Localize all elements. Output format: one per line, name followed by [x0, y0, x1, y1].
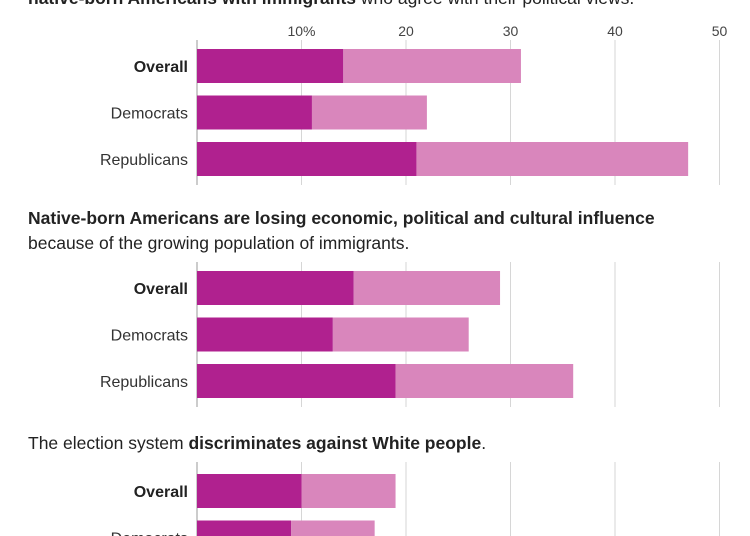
x-tick-label: 40 [607, 23, 623, 39]
bar-segment-overall-strong [197, 474, 302, 508]
bar-segment-democrats-somewhat [291, 520, 375, 536]
title-regular: because of the growing population of imm… [28, 233, 409, 253]
chart-panel-losing-influence: Native-born Americans are losing economi… [28, 208, 720, 407]
chart-title: native-born Americans with immigrants wh… [28, 0, 634, 8]
x-tick-label: 50 [712, 23, 728, 39]
bar-segment-republicans-somewhat [395, 364, 574, 398]
bar-segment-overall-strong [197, 271, 354, 305]
chart-title-line-2: because of the growing population of imm… [28, 233, 409, 253]
title-bold: native-born Americans with immigrants [28, 0, 356, 8]
bar-segment-overall-somewhat [301, 474, 396, 508]
bars [197, 271, 574, 398]
title-regular-end: . [481, 433, 486, 453]
bar-segment-overall-strong [197, 49, 344, 83]
chart-title: The election system discriminates agains… [28, 433, 486, 453]
bars [197, 49, 689, 176]
bar-segment-democrats-strong [197, 95, 312, 130]
bar-segment-democrats-strong [197, 520, 292, 536]
bar-segment-democrats-somewhat [311, 95, 427, 130]
category-label-overall: Overall [134, 59, 188, 76]
category-label-overall: Overall [134, 281, 188, 298]
x-tick-label: 20 [398, 23, 414, 39]
title-bold: discriminates against White people [188, 433, 481, 453]
chart-panel-political-views: native-born Americans with immigrants wh… [28, 0, 727, 185]
category-label-republicans: Republicans [100, 152, 188, 169]
category-label-democrats: Democrats [111, 328, 188, 345]
title-regular: who agree with their political views. [356, 0, 634, 8]
bar-segment-overall-somewhat [353, 271, 501, 305]
x-tick-label: 10% [287, 23, 315, 39]
bar-segment-republicans-strong [197, 142, 417, 176]
bars [197, 474, 396, 536]
bar-segment-overall-somewhat [343, 49, 521, 83]
chart-panel-election-system: The election system discriminates agains… [28, 433, 720, 536]
bar-segment-republicans-somewhat [416, 142, 689, 176]
x-tick-label: 30 [503, 23, 519, 39]
category-label-democrats: Democrats [111, 106, 188, 123]
category-label-republicans: Republicans [100, 374, 188, 391]
bar-segment-republicans-strong [197, 364, 396, 398]
title-regular: The election system [28, 433, 188, 453]
bar-segment-democrats-strong [197, 317, 333, 352]
chart-title-line-1: Native-born Americans are losing economi… [28, 208, 655, 228]
title-bold: Native-born Americans are losing economi… [28, 208, 655, 228]
bar-segment-democrats-somewhat [332, 317, 469, 352]
category-label-democrats: Democrats [111, 531, 188, 536]
category-label-overall: Overall [134, 484, 188, 501]
